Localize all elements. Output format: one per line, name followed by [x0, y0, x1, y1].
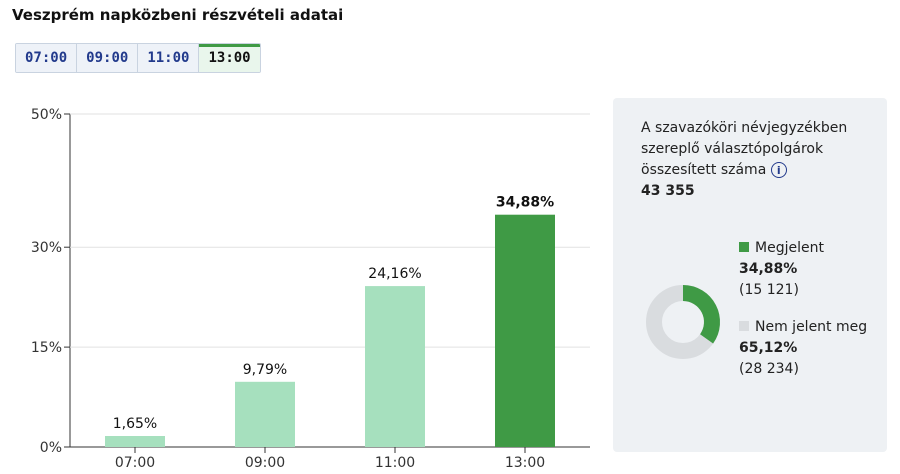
tab-1300[interactable]: 13:00 [199, 44, 260, 72]
tab-1100[interactable]: 11:00 [138, 44, 200, 72]
legend-absent: Nem jelent meg 65,12% (28 234) [739, 317, 879, 380]
x-tick-label: 09:00 [245, 455, 285, 471]
registered-voters-block: A szavazóköri névjegyzékben szereplő vál… [641, 118, 877, 202]
legend-present-swatch [739, 242, 749, 252]
y-tick-label: 50% [31, 107, 62, 123]
turnout-bar-chart: 0% 15% 30% 50% 1,65% 07:00 9,79% 09:00 24,16% 11:… [31, 107, 590, 471]
x-tick-label: 11:00 [375, 455, 415, 471]
bar-value-label: 9,79% [243, 362, 287, 378]
legend-absent-count: (28 234) [739, 361, 799, 377]
info-icon[interactable]: i [770, 162, 787, 178]
y-tick-label: 0% [40, 440, 62, 456]
legend-present: Megjelent 34,88% (15 121) [739, 238, 879, 301]
summary-panel: A szavazóköri névjegyzékben szereplő vál… [613, 98, 887, 452]
legend-absent-label: Nem jelent meg [755, 319, 868, 335]
bar [365, 286, 425, 447]
tab-0900[interactable]: 09:00 [77, 44, 139, 72]
turnout-donut-chart [646, 285, 720, 359]
tab-0700[interactable]: 07:00 [16, 44, 78, 72]
legend-present-percent: 34,88% [739, 261, 798, 277]
registered-voters-description: A szavazóköri névjegyzékben szereplő vál… [641, 120, 848, 178]
legend-present-label: Megjelent [755, 240, 824, 256]
y-tick-label: 30% [31, 240, 62, 256]
legend-present-count: (15 121) [739, 282, 799, 298]
legend-absent-swatch [739, 321, 749, 331]
bar-value-label: 34,88% [496, 195, 554, 211]
page-title: Veszprém napközbeni részvételi adatai [12, 6, 344, 24]
x-tick-label: 07:00 [115, 455, 155, 471]
bar [105, 436, 165, 447]
donut-present-segment [682, 285, 720, 344]
registered-voters-total: 43 355 [641, 183, 695, 199]
bar-value-label: 1,65% [113, 416, 157, 432]
bar-value-label: 24,16% [368, 266, 421, 282]
bar [495, 214, 555, 447]
bar [235, 381, 295, 447]
time-tabs: 07:00 09:00 11:00 13:00 [15, 43, 261, 73]
y-tick-label: 15% [31, 340, 62, 356]
x-tick-label: 13:00 [505, 455, 545, 471]
legend-absent-percent: 65,12% [739, 340, 798, 356]
